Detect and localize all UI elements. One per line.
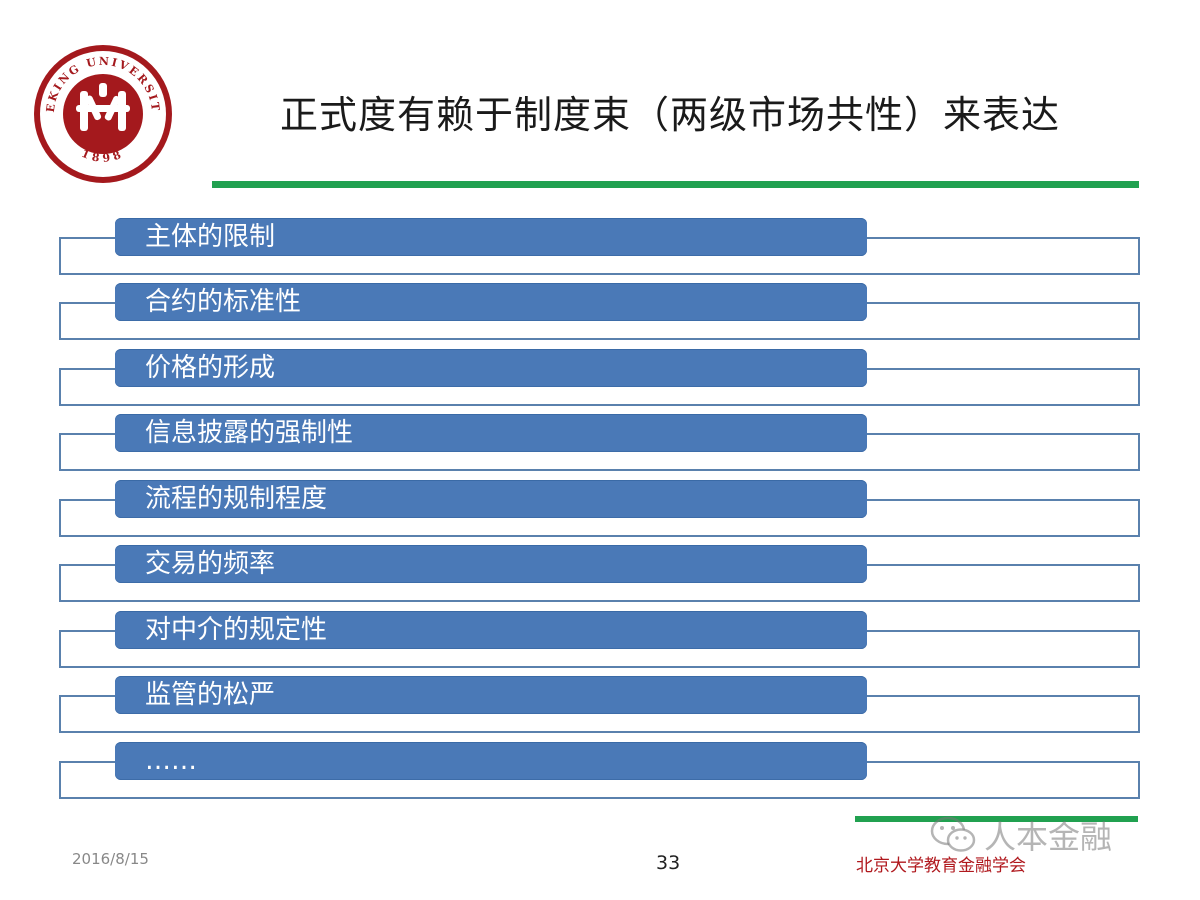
logo-year: 1898 [79,147,122,165]
list-item-label: 主体的限制 [115,218,867,256]
watermark: 人本金融 [930,810,1112,860]
list-item: 信息披露的强制性 [0,414,1200,479]
list-item-label: 合约的标准性 [115,283,867,321]
list-item-label: 交易的频率 [115,545,867,583]
list-item: 交易的频率 [0,545,1200,610]
list-item: …… [0,742,1200,807]
list-item: 主体的限制 [0,218,1200,283]
organization-name: 北京大学教育金融学会 [856,856,1026,876]
list-item: 监管的松严 [0,676,1200,741]
list-item-label: 信息披露的强制性 [115,414,867,452]
list-item: 对中介的规定性 [0,611,1200,676]
list-item-label: 价格的形成 [115,349,867,387]
list-item-label: 流程的规制程度 [115,480,867,518]
wechat-icon [930,816,976,852]
list-item: 流程的规制程度 [0,480,1200,545]
peking-university-logo: PEKING UNIVERSITY 1898 [32,43,172,183]
list-item: 合约的标准性 [0,283,1200,348]
list-item-label: 监管的松严 [115,676,867,714]
list-item-label: 对中介的规定性 [115,611,867,649]
svg-text:1898: 1898 [79,147,126,165]
title-divider [212,181,1139,188]
footer-divider [855,816,1138,822]
slide-date: 2016/8/15 [72,850,149,868]
slide-title: 正式度有赖于制度束（两级市场共性）来表达 [279,93,1060,137]
watermark-text: 人本金融 [984,818,1113,856]
list-item-label: …… [115,742,867,780]
page-number: 33 [656,852,681,874]
list-item: 价格的形成 [0,349,1200,414]
